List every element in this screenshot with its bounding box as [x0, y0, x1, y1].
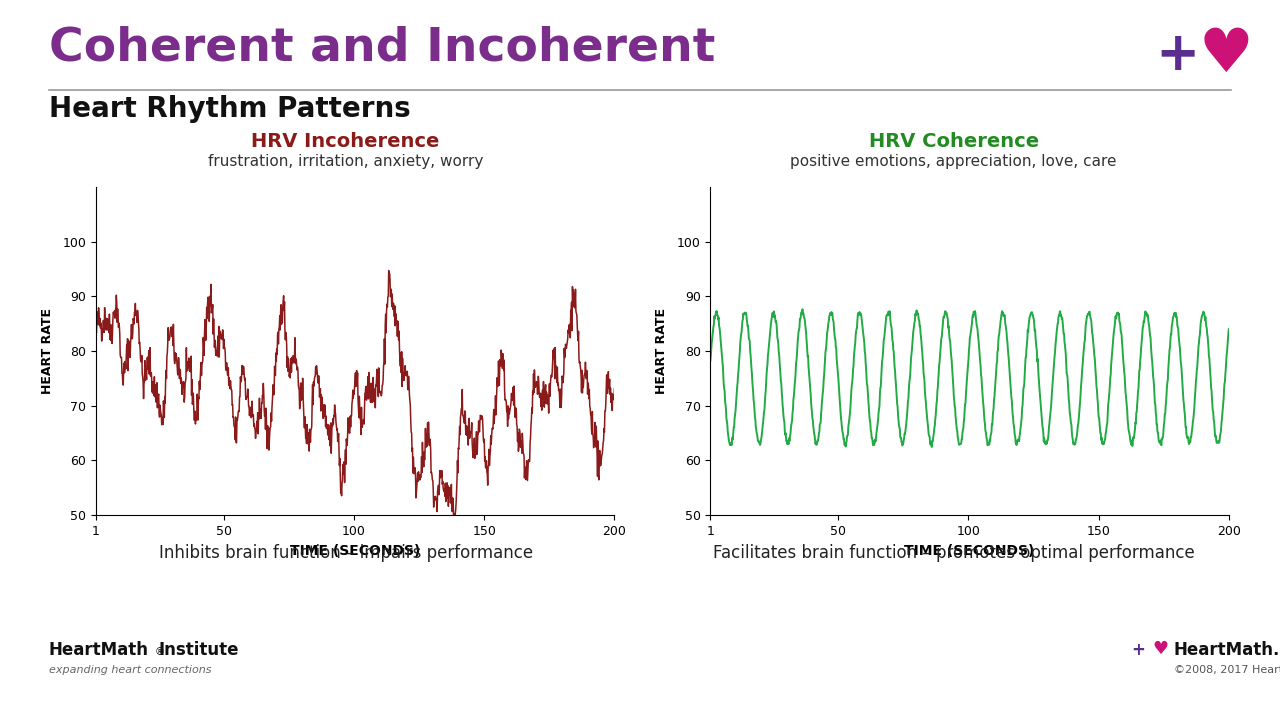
Text: Facilitates brain function – promotes optimal performance: Facilitates brain function – promotes op… [713, 544, 1194, 562]
Text: HRV Incoherence: HRV Incoherence [251, 132, 440, 151]
Text: expanding heart connections: expanding heart connections [49, 665, 211, 675]
Text: +: + [1156, 29, 1199, 81]
Text: ®: ® [155, 647, 165, 657]
X-axis label: TIME (SECONDS): TIME (SECONDS) [905, 544, 1034, 559]
Text: HeartMath: HeartMath [49, 641, 148, 659]
Text: Heart Rhythm Patterns: Heart Rhythm Patterns [49, 95, 411, 123]
Text: ♥: ♥ [1152, 640, 1169, 658]
Text: Coherent and Incoherent: Coherent and Incoherent [49, 25, 716, 71]
Text: ©2008, 2017 HeartMath: ©2008, 2017 HeartMath [1174, 665, 1280, 675]
Text: HeartMath.: HeartMath. [1174, 641, 1280, 659]
Text: frustration, irritation, anxiety, worry: frustration, irritation, anxiety, worry [207, 154, 484, 169]
Y-axis label: HEART RATE: HEART RATE [41, 308, 54, 394]
Text: Institute: Institute [159, 641, 239, 659]
Text: positive emotions, appreciation, love, care: positive emotions, appreciation, love, c… [790, 154, 1117, 169]
X-axis label: TIME (SECONDS): TIME (SECONDS) [291, 544, 420, 559]
Y-axis label: HEART RATE: HEART RATE [655, 308, 668, 394]
Text: HRV Coherence: HRV Coherence [869, 132, 1038, 151]
Text: ♥: ♥ [1199, 26, 1253, 85]
Text: +: + [1132, 641, 1146, 659]
Text: Inhibits brain function – impairs performance: Inhibits brain function – impairs perfor… [159, 544, 532, 562]
